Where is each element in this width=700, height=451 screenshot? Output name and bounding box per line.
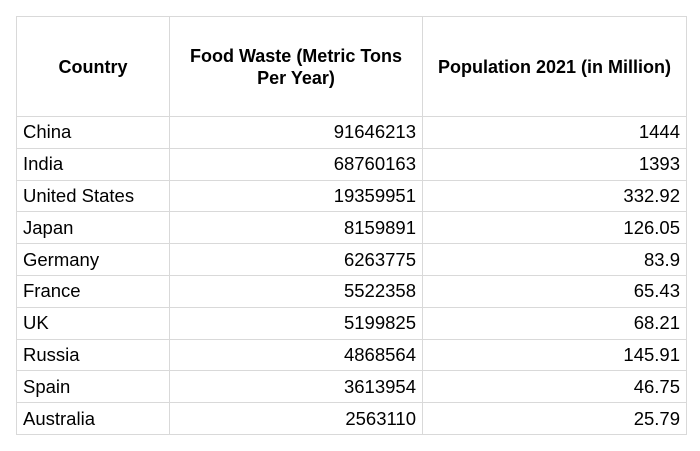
food-waste-cell: 2563110: [169, 402, 423, 435]
food-waste-cell: 8159891: [169, 211, 423, 245]
population-cell: 1444: [422, 116, 687, 149]
table-row: Russia 4868564 145.91: [16, 338, 687, 372]
population-cell: 83.9: [422, 243, 687, 276]
food-waste-cell: 3613954: [169, 370, 423, 404]
country-cell: Russia: [16, 338, 170, 372]
country-cell: UK: [16, 306, 170, 340]
population-cell: 332.92: [422, 179, 687, 213]
population-cell: 126.05: [422, 211, 687, 245]
table-row: UK 5199825 68.21: [16, 306, 687, 340]
population-cell: 65.43: [422, 274, 687, 308]
table-row: India 68760163 1393: [16, 147, 687, 181]
country-cell: Japan: [16, 211, 170, 245]
table-body: China 91646213 1444 India 68760163 1393 …: [16, 116, 687, 435]
food-waste-cell: 5199825: [169, 306, 423, 340]
country-cell: Australia: [16, 402, 170, 435]
column-header-population: Population 2021 (in Million): [422, 16, 687, 117]
food-waste-cell: 5522358: [169, 274, 423, 308]
table-row: Spain 3613954 46.75: [16, 370, 687, 404]
table-row: Australia 2563110 25.79: [16, 402, 687, 435]
population-cell: 46.75: [422, 370, 687, 404]
population-cell: 145.91: [422, 338, 687, 372]
food-waste-cell: 68760163: [169, 147, 423, 181]
column-header-country: Country: [16, 16, 170, 117]
country-cell: Germany: [16, 243, 170, 276]
column-header-food-waste: Food Waste (Metric Tons Per Year): [169, 16, 423, 117]
food-waste-table: Country Food Waste (Metric Tons Per Year…: [16, 16, 687, 435]
table-row: United States 19359951 332.92: [16, 179, 687, 213]
food-waste-cell: 4868564: [169, 338, 423, 372]
food-waste-cell: 6263775: [169, 243, 423, 276]
country-cell: United States: [16, 179, 170, 213]
country-cell: India: [16, 147, 170, 181]
population-cell: 1393: [422, 147, 687, 181]
country-cell: Spain: [16, 370, 170, 404]
table-row: Germany 6263775 83.9: [16, 243, 687, 276]
population-cell: 25.79: [422, 402, 687, 435]
food-waste-cell: 91646213: [169, 116, 423, 149]
population-cell: 68.21: [422, 306, 687, 340]
header-row: Country Food Waste (Metric Tons Per Year…: [16, 16, 687, 117]
food-waste-cell: 19359951: [169, 179, 423, 213]
table-row: China 91646213 1444: [16, 116, 687, 149]
country-cell: France: [16, 274, 170, 308]
table-row: Japan 8159891 126.05: [16, 211, 687, 245]
table-row: France 5522358 65.43: [16, 274, 687, 308]
country-cell: China: [16, 116, 170, 149]
